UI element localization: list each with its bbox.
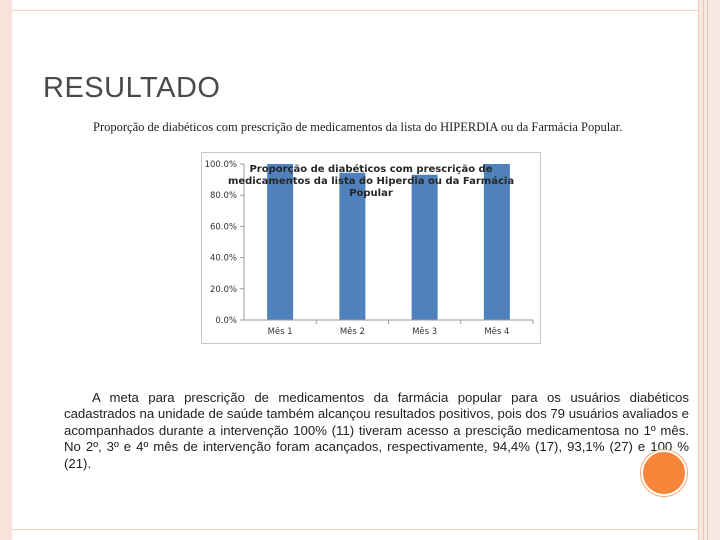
y-tick-label: 60.0% [210, 222, 237, 232]
frame-right-border [698, 0, 720, 540]
bar-chart-svg: 0.0% 20.0% 40.0% 60.0% 80.0% 100.0% Mês 1 Mês … [201, 152, 541, 344]
slide-title: RESULTADO [43, 72, 221, 104]
bar [411, 174, 438, 320]
slide-subtitle: Proporção de diabéticos com prescrição d… [93, 120, 623, 134]
x-tick-label: Mês 4 [484, 326, 509, 337]
x-tick-label: Mês 3 [412, 326, 437, 337]
x-tick-label: Mês 1 [268, 326, 293, 337]
frame-right-stripe [703, 0, 708, 540]
bar [483, 164, 510, 320]
frame-left-border [0, 0, 12, 540]
bar [339, 172, 366, 320]
frame-top-line [12, 10, 698, 11]
chart-title-line: medicamentos da lista do Hiperdia ou da … [228, 175, 514, 187]
y-tick-label: 0.0% [215, 316, 237, 326]
bar-chart: 0.0% 20.0% 40.0% 60.0% 80.0% 100.0% Mês 1 Mês … [201, 152, 541, 344]
chart-title-line: Proporção de diabéticos com prescrição d… [249, 163, 492, 175]
result-paragraph: A meta para prescrição de medicamentos d… [64, 390, 689, 471]
chart-title-line: Popular [349, 188, 393, 199]
frame-bottom-line [12, 529, 698, 530]
y-tick-label: 20.0% [210, 285, 237, 295]
y-tick-label: 100.0% [205, 160, 237, 170]
x-tick-label: Mês 2 [340, 326, 365, 337]
decorative-orange-circle [641, 450, 687, 496]
y-tick-label: 80.0% [210, 191, 237, 201]
bar [267, 164, 294, 320]
y-tick-label: 40.0% [210, 254, 237, 264]
